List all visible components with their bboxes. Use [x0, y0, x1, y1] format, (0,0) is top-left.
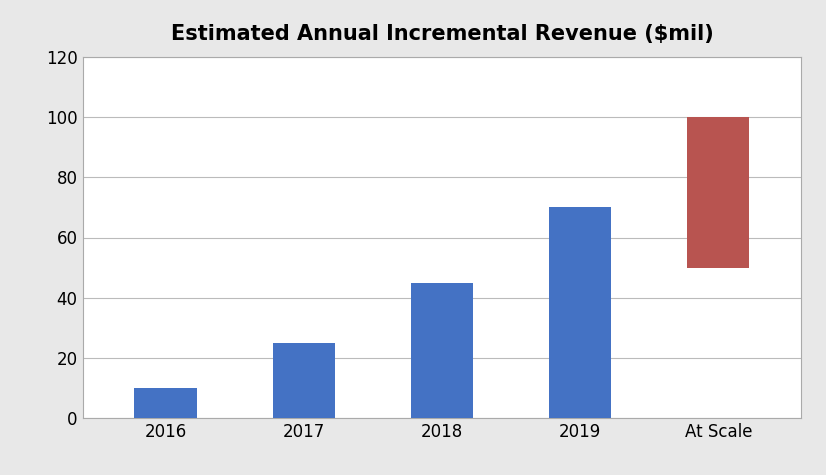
Title: Estimated Annual Incremental Revenue ($mil): Estimated Annual Incremental Revenue ($m…: [170, 24, 714, 44]
Bar: [687, 117, 749, 267]
Bar: [411, 283, 473, 418]
Bar: [273, 343, 335, 418]
Bar: [135, 388, 197, 418]
Bar: [549, 208, 611, 418]
